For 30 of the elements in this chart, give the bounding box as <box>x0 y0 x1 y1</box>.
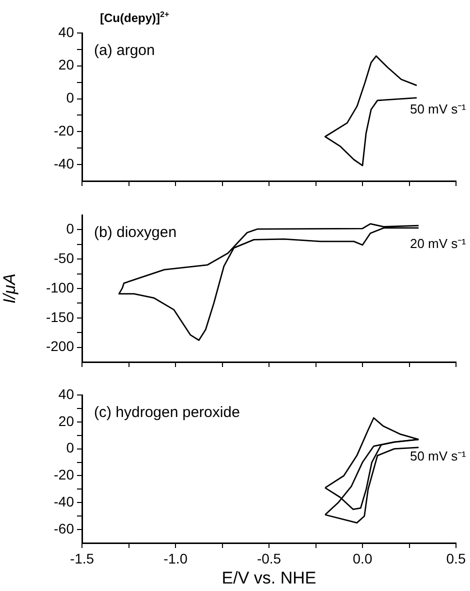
y-tick-label: -100 <box>46 279 74 296</box>
annotation: 20 mV s⁻¹ <box>410 236 467 251</box>
y-tick-label: -50 <box>54 250 74 266</box>
annotation: (a) argon <box>94 42 155 60</box>
y-tick-label: -60 <box>54 520 74 536</box>
x-tick-label: -1.5 <box>70 550 94 566</box>
x-tick-label: 0.0 <box>352 550 372 566</box>
x-axis-title: E/V vs. NHE <box>222 568 316 588</box>
y-axis-title: I/μA <box>0 273 19 304</box>
y-tick-label: -40 <box>54 493 74 510</box>
y-tick-label: 0 <box>66 440 74 456</box>
y-tick-label: -200 <box>46 338 74 354</box>
y-tick-label: 40 <box>58 386 74 402</box>
y-tick-label: -40 <box>54 155 74 172</box>
annotation: (c) hydrogen peroxide <box>94 404 240 422</box>
annotation: (b) dioxygen <box>94 224 177 242</box>
y-tick-label: 20 <box>58 56 74 73</box>
y-tick-label: -150 <box>46 308 74 325</box>
y-tick-label: 40 <box>58 24 74 40</box>
x-tick-label: 0.5 <box>446 550 466 566</box>
x-tick-label: -1.0 <box>163 550 188 566</box>
x-tick-label: -0.5 <box>256 550 282 566</box>
annotation: 50 mV s⁻¹ <box>410 102 467 117</box>
chart-title: [Cu(depy)]$^{2+}$ <box>100 10 170 25</box>
y-tick-label: 0 <box>66 90 74 106</box>
y-tick-label: 0 <box>66 220 74 237</box>
y-tick-label: -20 <box>54 122 74 139</box>
y-tick-label: -20 <box>54 466 74 483</box>
annotation: 50 mV s⁻¹ <box>410 448 467 464</box>
y-tick-label: 20 <box>58 412 74 429</box>
